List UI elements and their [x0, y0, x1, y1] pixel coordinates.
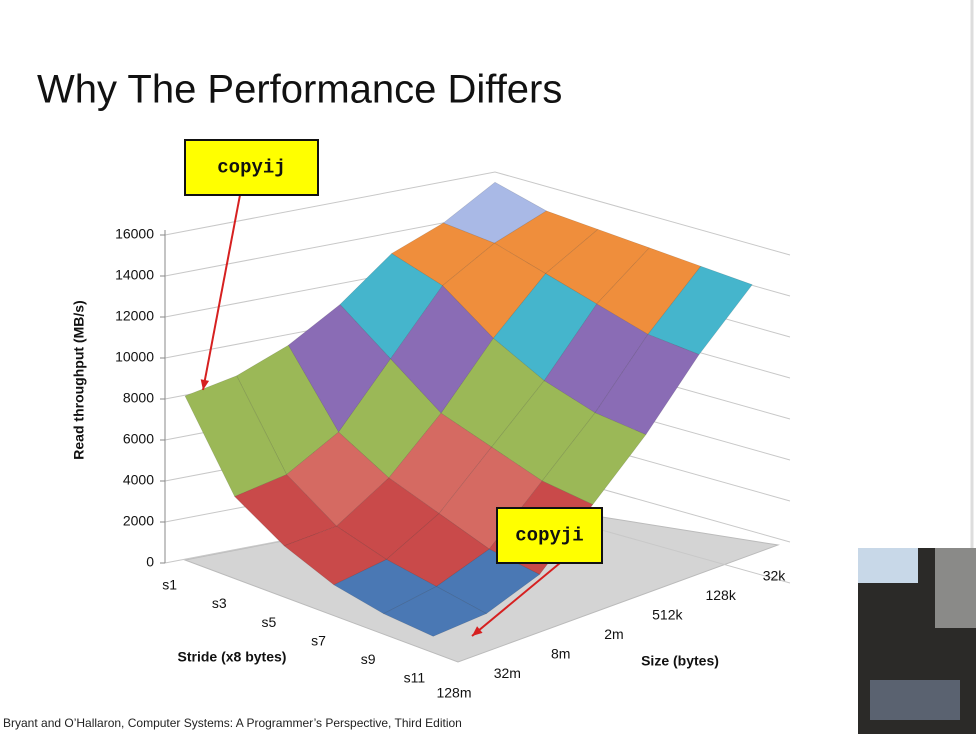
chart: 0 2000 4000 6000 8000 10000 12000 14000 16000 s1 s… [71, 139, 791, 701]
callout-arrowhead [200, 379, 210, 390]
size-tick-label: 32k [763, 568, 787, 584]
surface-patch [647, 265, 753, 355]
surface-patch [541, 412, 647, 505]
size-tick-label: 128k [705, 587, 736, 603]
stride-tick-label: s7 [311, 632, 326, 648]
y-tick-label: 12000 [115, 308, 154, 324]
y-tick-label: 6000 [123, 431, 154, 447]
stride-tick-label: s3 [212, 595, 227, 611]
size-tick-label: 32m [494, 665, 521, 681]
stride-tick-label: s11 [404, 669, 426, 685]
size-axis-title: Size (bytes) [641, 653, 719, 669]
grid-line [164, 171, 791, 256]
y-tick-label: 16000 [115, 226, 154, 242]
callout-arrow [202, 194, 241, 391]
y-tick-label: 2000 [123, 513, 154, 529]
callout-box [184, 139, 319, 196]
y-tick-label: 14000 [115, 267, 154, 283]
y-tick-label: 0 [146, 554, 154, 570]
stride-axis-title: Stride (x8 bytes) [178, 649, 287, 665]
y-tick-label: 4000 [123, 472, 154, 488]
webcam-screen [858, 548, 918, 583]
webcam [858, 548, 976, 734]
y-tick-label: 10000 [115, 349, 154, 365]
stride-tick-label: s1 [162, 577, 177, 593]
slide-title: Why The Performance Differs [37, 68, 562, 112]
footer: Bryant and O’Hallaron, Computer Systems:… [3, 716, 462, 730]
callout-label: copyij [217, 157, 285, 179]
y-axis-title: Read throughput (MB/s) [71, 300, 87, 459]
surface-patch [594, 334, 700, 436]
stride-tick-label: s9 [361, 651, 376, 667]
size-tick-label: 512k [652, 607, 683, 623]
callout-box [496, 507, 603, 564]
callout-arrow [471, 562, 561, 637]
y-tick-label: 8000 [123, 390, 154, 406]
size-tick-label: 8m [551, 646, 570, 662]
surface-patch [382, 586, 488, 637]
stride-tick-label: s5 [261, 614, 276, 630]
size-tick-label: 2m [604, 626, 623, 642]
webcam-wall [935, 548, 976, 628]
callout-arrowhead [472, 626, 483, 636]
callout-label: copyji [515, 525, 583, 547]
size-tick-label: 128m [436, 685, 471, 701]
webcam-chairs [870, 680, 960, 720]
